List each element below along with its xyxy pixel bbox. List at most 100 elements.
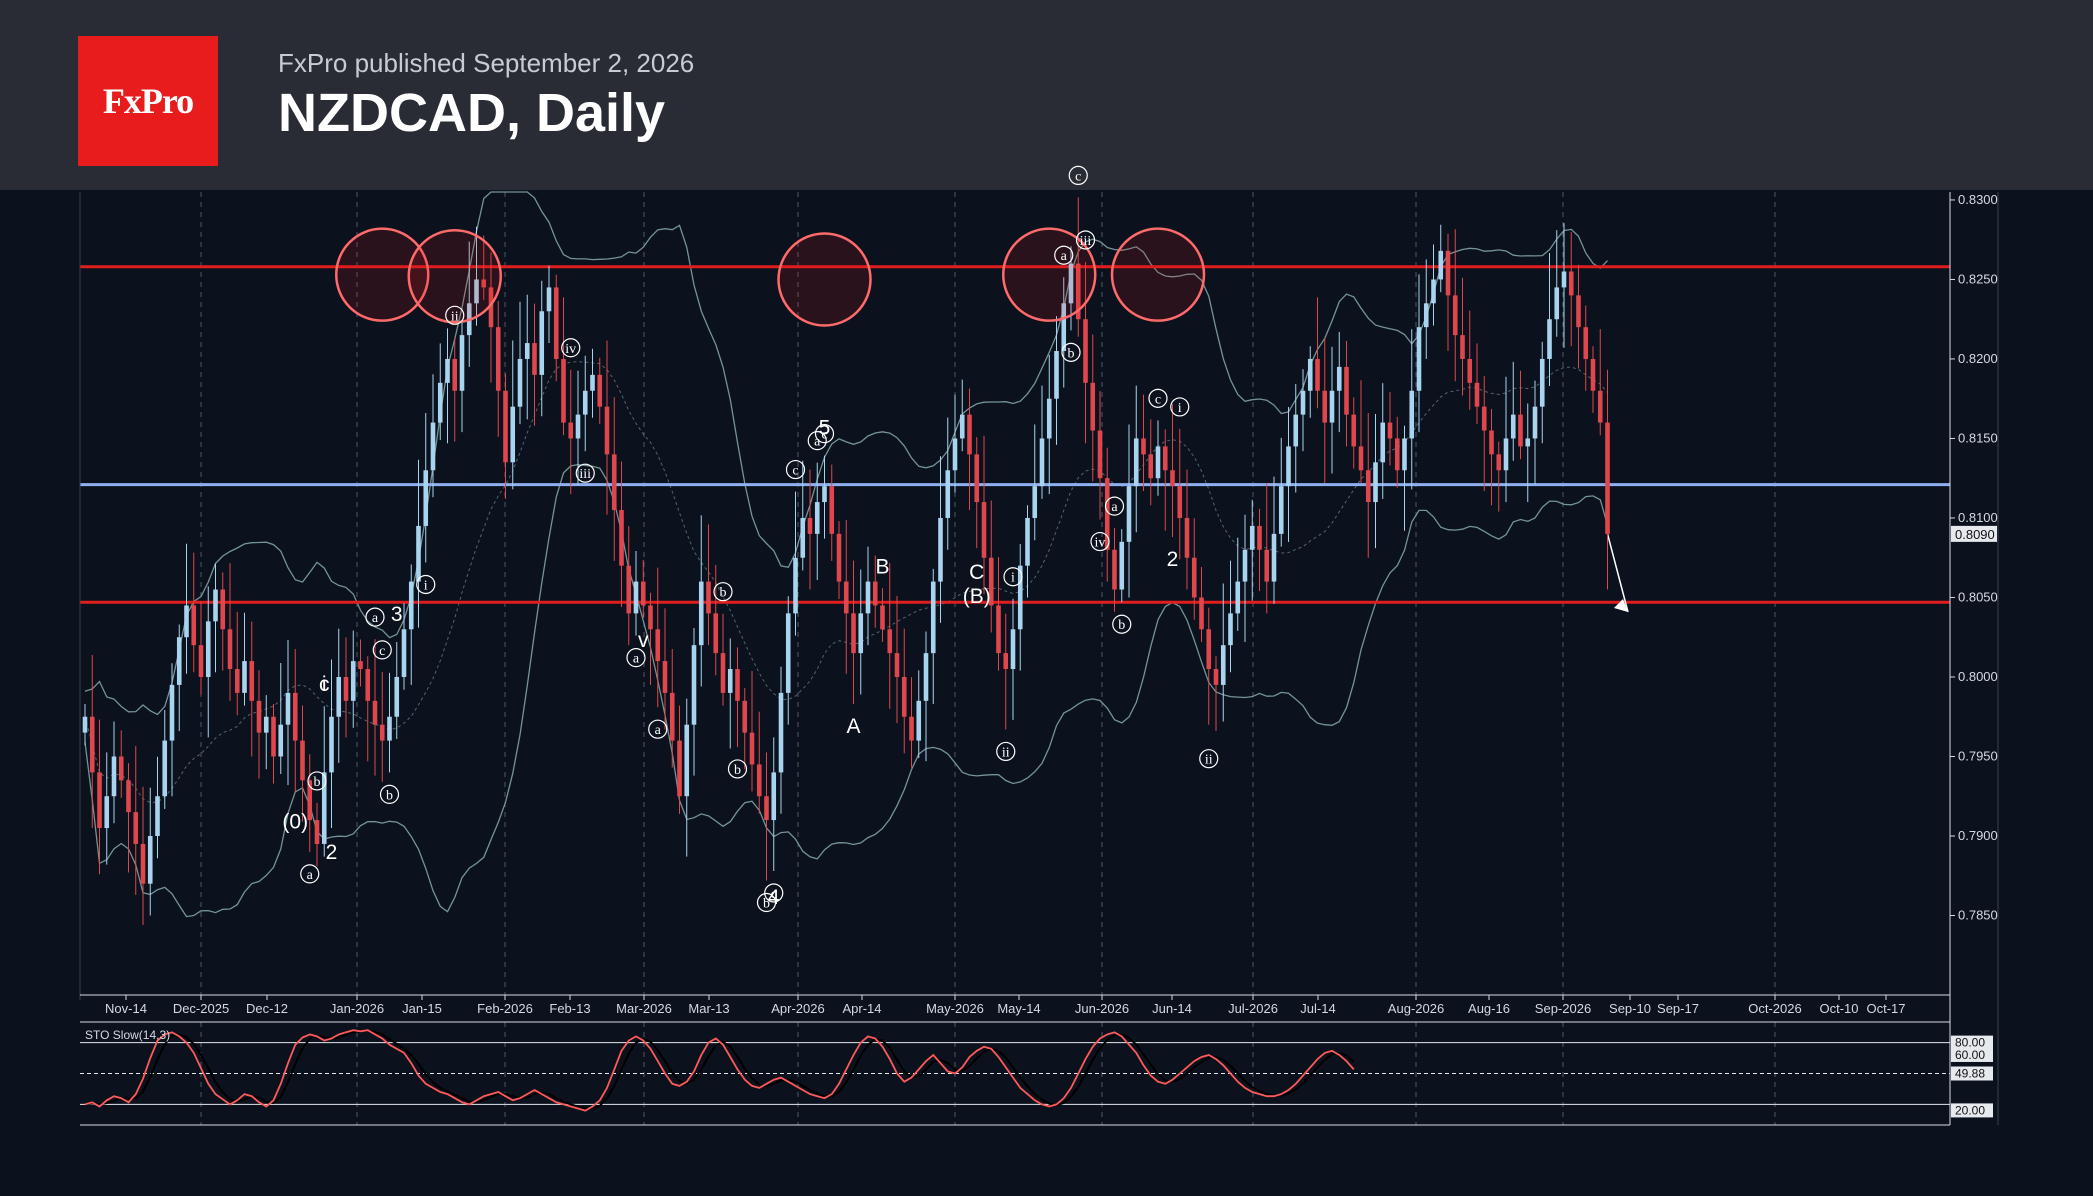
x-tick-label: Sep-2026 [1535,1001,1591,1016]
candle-body [633,581,639,614]
candle-body [553,287,559,359]
candle-body [691,645,697,725]
candle-body [1278,486,1284,534]
wave-label-ring [1054,245,1074,265]
candle-body [1061,303,1067,352]
wave-label: b [386,788,393,803]
wave-label: c [771,887,777,902]
wave-label-ring [561,338,581,358]
wave-label: iii [1080,234,1092,249]
candle-body [1307,358,1313,391]
candle-body [1416,327,1422,391]
x-tick-label: Jan-15 [402,1001,442,1016]
wave-label: c [379,644,385,659]
candle-body [1206,629,1212,670]
candle-body [894,653,900,677]
y-tick-label: 0.8250 [1958,271,1998,286]
candle-body [1510,414,1516,439]
candle-body [1286,446,1291,487]
wave-label: 2 [1167,548,1179,571]
candle-body [1452,295,1458,336]
wave-label: 4 [768,886,780,909]
candle-body [1293,414,1299,447]
candle-body [706,581,711,614]
candle-body [452,358,458,391]
wave-label: c [319,673,330,696]
wave-label: i [322,673,327,696]
candle-body [1090,382,1096,431]
candle-body [561,358,566,423]
candle-body [1467,358,1473,383]
candle-body [1220,645,1226,685]
candle-body [604,406,610,455]
resistance-circle [777,232,872,327]
wave-label-ring [764,883,784,903]
candle-body [836,533,842,582]
candle-body [263,716,269,733]
last-price-label: 0.8090 [1955,527,1995,542]
x-tick-label: Oct-2026 [1748,1001,1801,1016]
x-tick-label: May-2026 [926,1001,984,1016]
wave-label-ring [1112,614,1132,634]
candle-body [1054,351,1059,399]
wave-label: C [969,561,984,584]
candle-body [713,613,719,654]
candle-body [1423,303,1429,328]
wave-label: iv [1095,536,1106,551]
candle-body [1017,565,1023,630]
candle-body [445,358,450,383]
candle-body [1503,438,1509,471]
horizontal-levels [80,265,1950,613]
x-tick-label: May-14 [997,1001,1040,1016]
wave-label-ring [713,582,733,602]
candle-body [1402,438,1407,471]
wave-label-ring [996,741,1016,762]
candle-body [1525,438,1531,447]
stoch-tag-20: 20.00 [1955,1103,1985,1117]
candle-body [807,517,813,534]
wave-label-ring [1003,567,1023,587]
upper-band [84,191,1608,716]
candle-body [1554,287,1560,320]
candle-body [1264,549,1270,582]
candle-body [242,661,247,693]
candle-body [865,581,871,614]
candle-body [162,740,168,797]
wave-label: a [1061,249,1068,264]
wave-label: a [633,652,640,667]
candle-body [1344,366,1349,415]
stoch-label: STO Slow(14,3) [85,1028,170,1042]
candle-body [1474,382,1480,407]
candle-body [1003,653,1009,670]
stoch-tag-60-bg [1951,1047,1993,1062]
candle-body [1329,390,1335,423]
wave-label: iii [579,467,591,482]
candle-body [184,605,189,638]
wave-label: a [655,723,662,738]
candle-body [1199,597,1204,630]
candle-body [611,454,617,511]
candle-body [974,454,980,503]
wave-label-ring [1075,230,1096,250]
wave-label: B [875,555,889,578]
candle-body [1518,414,1523,447]
candle-body [111,756,117,797]
candle-body [292,692,298,741]
header: FxPro FxPro published September 2, 2026 … [0,0,2093,190]
candle-body [488,287,494,328]
candle-body [735,669,740,701]
candle-body [1532,406,1538,439]
fxpro-logo: FxPro [78,36,218,166]
candle-body [582,390,588,415]
stoch-tag-60: 60.00 [1955,1048,1985,1062]
wave-label: 2 [326,841,338,864]
candle-body [220,589,226,630]
candle-body [1568,271,1574,296]
candle-body [1177,486,1183,518]
candle-body [133,812,139,844]
candle-body [1315,358,1320,391]
x-tick-label: Jun-2026 [1075,1001,1129,1016]
candle-body [307,780,313,821]
wave-label: a [1111,500,1118,515]
